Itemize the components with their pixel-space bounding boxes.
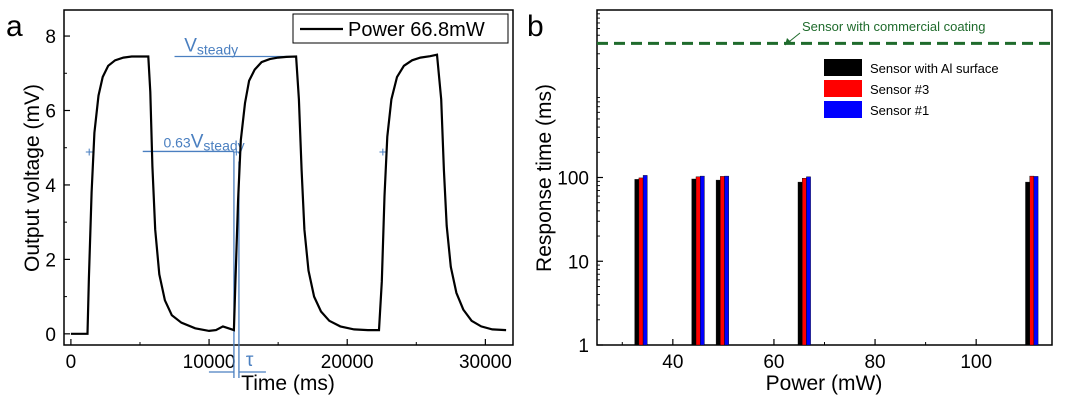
v-steady-label: Vsteady (184, 36, 238, 58)
panel-b: b 40 60 80 100 1 10 100 Sensor with commercial… (527, 9, 1053, 395)
axis-ticks-a (64, 35, 486, 345)
y-tick-label-a: 8 (45, 27, 56, 48)
x-axis-title-b: Power (mW) (766, 372, 883, 395)
y-tick-label-a: 4 (45, 176, 56, 197)
legend-a: Power 66.8mW (292, 13, 509, 44)
legend-label-power: Power 66.8mW (348, 19, 485, 41)
x-tick-label-a: 20000 (321, 352, 374, 373)
x-axis-title-a: Time (ms) (241, 372, 335, 395)
bar-sensor-3 (720, 176, 725, 346)
bar-sensor-with-al-surface (691, 178, 697, 346)
crossing-marker: + (379, 143, 387, 159)
tick-labels-b: 40 60 80 100 1 10 100 (557, 169, 992, 374)
bar-sensor-3 (695, 176, 701, 346)
tau-label: τ (246, 350, 254, 371)
y-tick-label-a: 2 (45, 250, 56, 271)
series-line-power (70, 53, 507, 335)
bar-sensor-with-al-surface (1025, 181, 1030, 346)
bar-sensor-1 (724, 175, 729, 346)
bar-sensor-with-al-surface (797, 181, 803, 346)
bars-b (634, 175, 1039, 346)
legend-swatch-b (824, 80, 862, 97)
bar-sensor-1 (700, 175, 705, 346)
plot-frame-a (63, 9, 514, 346)
reference-pointer-head (785, 38, 791, 45)
y-tick-label-a: 6 (45, 102, 56, 123)
x-tick-label-b: 60 (763, 352, 784, 373)
y-tick-label-b: 1 (578, 336, 589, 357)
bar-sensor-3 (1029, 175, 1035, 346)
reference-line-group: Sensor with commercial coating (597, 19, 1052, 46)
y-axis-title-a: Output voltage (mV) (21, 84, 44, 272)
legend-label-b: Sensor #1 (870, 103, 929, 118)
legend-b: Sensor with Al surface Sensor #3 Sensor #1 (824, 59, 999, 118)
bar-sensor-with-al-surface (634, 179, 640, 346)
legend-swatch-b (824, 101, 862, 118)
x-tick-label-a: 30000 (459, 352, 512, 373)
v063-label: 0.63Vsteady (163, 131, 244, 153)
y-tick-label-b: 100 (557, 169, 589, 190)
bar-sensor-1 (642, 175, 648, 346)
x-tick-label-b: 100 (960, 352, 992, 373)
crossing-marker: + (232, 143, 240, 159)
legend-swatch-b (824, 59, 862, 76)
legend-label-b: Sensor #3 (870, 82, 929, 97)
panel-letter-a: a (6, 10, 23, 43)
y-tick-label-a: 0 (45, 325, 56, 346)
reference-label: Sensor with commercial coating (802, 19, 986, 34)
crossing-marker: + (85, 143, 93, 159)
bar-sensor-3 (802, 177, 807, 346)
x-tick-label-a: 10000 (183, 352, 236, 373)
x-tick-label-a: 0 (66, 352, 77, 373)
tick-labels-a: 0 10000 20000 30000 0 2 4 6 8 (45, 27, 511, 373)
bar-sensor-3 (638, 177, 644, 346)
y-tick-label-b: 10 (568, 252, 589, 273)
bar-sensor-1 (806, 176, 811, 346)
bar-sensor-with-al-surface (715, 179, 721, 346)
x-tick-label-b: 40 (662, 352, 683, 373)
panel-a: a 0 10000 20000 30000 0 2 4 6 8 Time (ms) Output… (6, 9, 514, 395)
annotations-a: + + + Vsteady 0.63Vsteady τ (85, 36, 387, 378)
bar-sensor-1 (1033, 176, 1039, 346)
legend-label-b: Sensor with Al surface (870, 61, 999, 76)
x-tick-label-b: 80 (864, 352, 885, 373)
y-axis-title-b: Response time (ms) (533, 84, 556, 272)
panel-letter-b: b (527, 10, 544, 43)
